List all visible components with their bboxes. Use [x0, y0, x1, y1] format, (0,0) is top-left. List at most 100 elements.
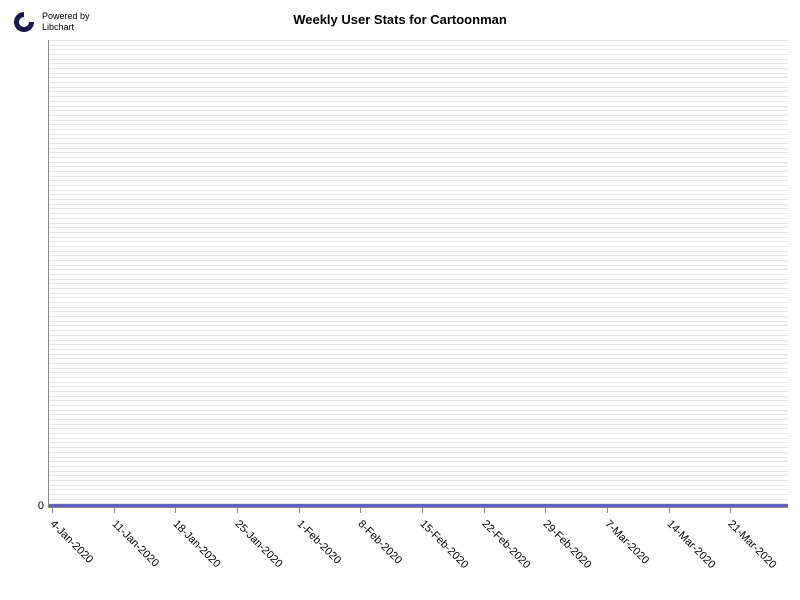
gridline [49, 260, 788, 261]
x-axis-label: 8-Feb-2020 [356, 518, 405, 567]
gridline [49, 428, 788, 429]
gridline [49, 419, 788, 420]
gridline [49, 227, 788, 228]
libchart-label: Libchart [42, 22, 90, 33]
x-axis-label: 25-Jan-2020 [233, 518, 285, 570]
x-axis-label: 11-Jan-2020 [109, 518, 161, 570]
gridline [49, 372, 788, 373]
gridline [49, 293, 788, 294]
gridline [49, 325, 788, 326]
gridline [49, 344, 788, 345]
gridline [49, 190, 788, 191]
gridline [49, 302, 788, 303]
gridline [49, 101, 788, 102]
powered-by-label: Powered by [42, 11, 90, 22]
x-axis-tick [175, 508, 176, 513]
gridline [49, 194, 788, 195]
x-axis-label: 29-Feb-2020 [541, 518, 594, 571]
gridline [49, 485, 788, 486]
gridline [49, 148, 788, 149]
x-axis-tick [52, 508, 53, 513]
gridline [49, 335, 788, 336]
gridline [49, 363, 788, 364]
gridline [49, 157, 788, 158]
gridline [49, 321, 788, 322]
x-axis-labels: 4-Jan-202011-Jan-202018-Jan-202025-Jan-2… [48, 512, 788, 592]
gridline [49, 45, 788, 46]
x-axis-label: 14-Mar-2020 [664, 518, 717, 571]
gridline [49, 40, 788, 41]
gridlines [49, 40, 788, 507]
gridline [49, 447, 788, 448]
gridline [49, 185, 788, 186]
x-axis-label: 7-Mar-2020 [603, 518, 652, 567]
gridline [49, 480, 788, 481]
gridline [49, 452, 788, 453]
gridline [49, 340, 788, 341]
chart-title: Weekly User Stats for Cartoonman [293, 12, 507, 27]
gridline [49, 246, 788, 247]
gridline [49, 269, 788, 270]
gridline [49, 176, 788, 177]
branding-area: Powered by Libchart [12, 10, 90, 34]
gridline [49, 82, 788, 83]
x-axis-tick [545, 508, 546, 513]
gridline [49, 77, 788, 78]
x-axis-tick [607, 508, 608, 513]
gridline [49, 377, 788, 378]
gridline [49, 297, 788, 298]
branding-text: Powered by Libchart [42, 11, 90, 33]
gridline [49, 120, 788, 121]
gridline [49, 106, 788, 107]
gridline [49, 180, 788, 181]
x-axis-tick [237, 508, 238, 513]
gridline [49, 96, 788, 97]
gridline [49, 265, 788, 266]
gridline [49, 330, 788, 331]
x-axis-tick [669, 508, 670, 513]
gridline [49, 68, 788, 69]
gridline [49, 138, 788, 139]
gridline [49, 274, 788, 275]
gridline [49, 232, 788, 233]
x-axis-tick [484, 508, 485, 513]
gridline [49, 405, 788, 406]
plot-area [48, 40, 788, 508]
gridline [49, 382, 788, 383]
x-axis-tick [114, 508, 115, 513]
gridline [49, 59, 788, 60]
x-axis-label: 15-Feb-2020 [418, 518, 471, 571]
gridline [49, 424, 788, 425]
gridline [49, 279, 788, 280]
gridline [49, 199, 788, 200]
gridline [49, 171, 788, 172]
gridline [49, 410, 788, 411]
gridline [49, 237, 788, 238]
gridline [49, 255, 788, 256]
gridline [49, 115, 788, 116]
x-axis-label: 1-Feb-2020 [294, 518, 343, 567]
x-axis-label: 22-Feb-2020 [479, 518, 532, 571]
gridline [49, 386, 788, 387]
gridline [49, 124, 788, 125]
gridline [49, 134, 788, 135]
gridline [49, 442, 788, 443]
gridline [49, 466, 788, 467]
gridline [49, 354, 788, 355]
x-axis-tick [422, 508, 423, 513]
gridline [49, 223, 788, 224]
gridline [49, 494, 788, 495]
gridline [49, 162, 788, 163]
gridline [49, 87, 788, 88]
gridline [49, 457, 788, 458]
gridline [49, 218, 788, 219]
gridline [49, 49, 788, 50]
x-axis-label: 4-Jan-2020 [48, 518, 96, 566]
x-axis-tick [730, 508, 731, 513]
gridline [49, 311, 788, 312]
gridline [49, 152, 788, 153]
gridline [49, 438, 788, 439]
y-axis-tick-0: 0 [30, 500, 44, 512]
gridline [49, 499, 788, 500]
gridline [49, 471, 788, 472]
